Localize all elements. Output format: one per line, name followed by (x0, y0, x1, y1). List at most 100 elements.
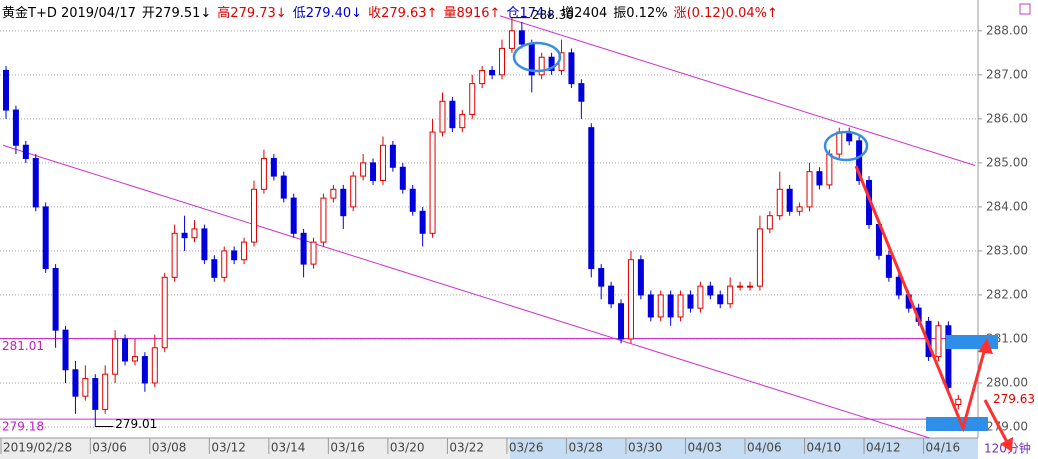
candle-body (370, 162, 377, 181)
x-tick-label: 03/22 (449, 441, 484, 455)
y-tick-label: 284.00 (986, 199, 1028, 213)
x-axis-selection (510, 438, 978, 459)
candle-body (707, 285, 714, 296)
candle-body (171, 232, 178, 278)
y-tick-label: 280.00 (986, 375, 1028, 389)
candle-body (330, 188, 337, 199)
level-label: 279.18 (2, 420, 44, 434)
x-tick-label: 03/08 (152, 441, 187, 455)
header-item: 黄金T+D 2019/04/17 (2, 6, 136, 21)
candle-body (766, 215, 773, 230)
x-tick-label: 04/06 (747, 441, 782, 455)
x-tick-label: 04/10 (807, 441, 842, 455)
candle-body (727, 285, 734, 305)
header-item: 涨(0.12)0.04%↑ (673, 6, 778, 21)
header: 黄金T+D 2019/04/17 开279.51↓ 高279.73↓ 低279.40↓… (2, 2, 778, 21)
candle-body (687, 294, 694, 309)
candle-body (201, 228, 208, 261)
candle-body (141, 356, 148, 384)
candle-body (300, 232, 307, 265)
candle-body (747, 285, 753, 288)
candle-body (568, 52, 575, 85)
x-tick-label: 04/12 (866, 441, 901, 455)
candle-body (935, 325, 942, 358)
x-tick-label: 03/14 (271, 441, 306, 455)
candle-body (776, 188, 783, 217)
x-tick-label: 2019/02/28 (3, 441, 72, 455)
y-tick-label: 286.00 (986, 111, 1028, 125)
arrow (854, 165, 987, 433)
candle-body (3, 69, 9, 111)
header-item: 振0.12% (613, 6, 668, 21)
annotation-label: 279.01 (115, 417, 157, 431)
candle-body (72, 369, 79, 397)
candle-body (260, 157, 267, 190)
candle-body (389, 144, 396, 168)
arrow (983, 399, 1010, 445)
candle-body (806, 171, 813, 208)
candle-body (310, 241, 317, 265)
x-tick-label: 04/03 (687, 441, 722, 455)
trendline (499, 15, 976, 166)
candle-body (618, 303, 625, 340)
candle-body (637, 259, 644, 296)
y-tick-label: 285.00 (986, 155, 1028, 169)
drawings (512, 41, 1013, 452)
header-item: 增2404 (561, 6, 608, 21)
x-tick-label: 03/30 (628, 441, 663, 455)
candle-body (469, 83, 476, 115)
candle-body (647, 294, 654, 318)
candle-body (131, 356, 138, 362)
corner-icon (1019, 3, 1031, 15)
header-item: 收279.63↑ (368, 6, 438, 21)
candle-body (399, 166, 406, 190)
candle-body (102, 373, 109, 410)
arrow-head (1000, 437, 1013, 452)
candle-body (379, 144, 386, 181)
candle-body (449, 100, 456, 129)
candle-body (657, 294, 664, 318)
candle-body (945, 325, 952, 388)
candle-body (241, 241, 248, 261)
candle-body (667, 294, 674, 318)
x-tick-label: 03/16 (330, 441, 365, 455)
circle-drawing (512, 41, 562, 73)
candle-body (588, 127, 595, 270)
zone-box (926, 417, 988, 431)
candle-body (786, 188, 793, 212)
annotation-label: 288.30 (532, 8, 574, 22)
candle-body (290, 197, 297, 234)
candle-body (221, 250, 228, 278)
x-tick-label: 03/06 (92, 441, 127, 455)
header-item: 仓174↓ (506, 6, 556, 21)
candle-body (717, 294, 724, 305)
candle-body (796, 206, 803, 212)
candle-body (836, 131, 843, 155)
x-tick-label: 03/20 (390, 441, 425, 455)
candle-body (360, 162, 367, 177)
last-price-label: 279.63 (993, 392, 1035, 406)
x-tick-label: 03/26 (509, 441, 544, 455)
candle-body (538, 56, 545, 76)
y-tick-label: 282.00 (986, 287, 1028, 301)
candle-body (92, 378, 99, 410)
candle-body (598, 268, 605, 287)
candle-body (479, 69, 486, 85)
candle-body (419, 210, 426, 234)
x-tick-label: 04/16 (926, 441, 961, 455)
y-tick-label: 287.00 (986, 67, 1028, 81)
candle-body (518, 30, 525, 45)
candle-body (459, 113, 466, 129)
candle-body (508, 30, 515, 49)
header-item: 低279.40↓ (292, 6, 363, 21)
level-label: 281.01 (2, 339, 44, 353)
candle-body (885, 254, 892, 278)
trendline (2, 144, 930, 439)
header-item: 量8916↑ (443, 6, 501, 21)
candle-body (429, 131, 436, 234)
candle-body (251, 188, 257, 243)
candle-body (756, 228, 763, 287)
candle-body (231, 250, 238, 261)
candle-body (409, 188, 416, 212)
